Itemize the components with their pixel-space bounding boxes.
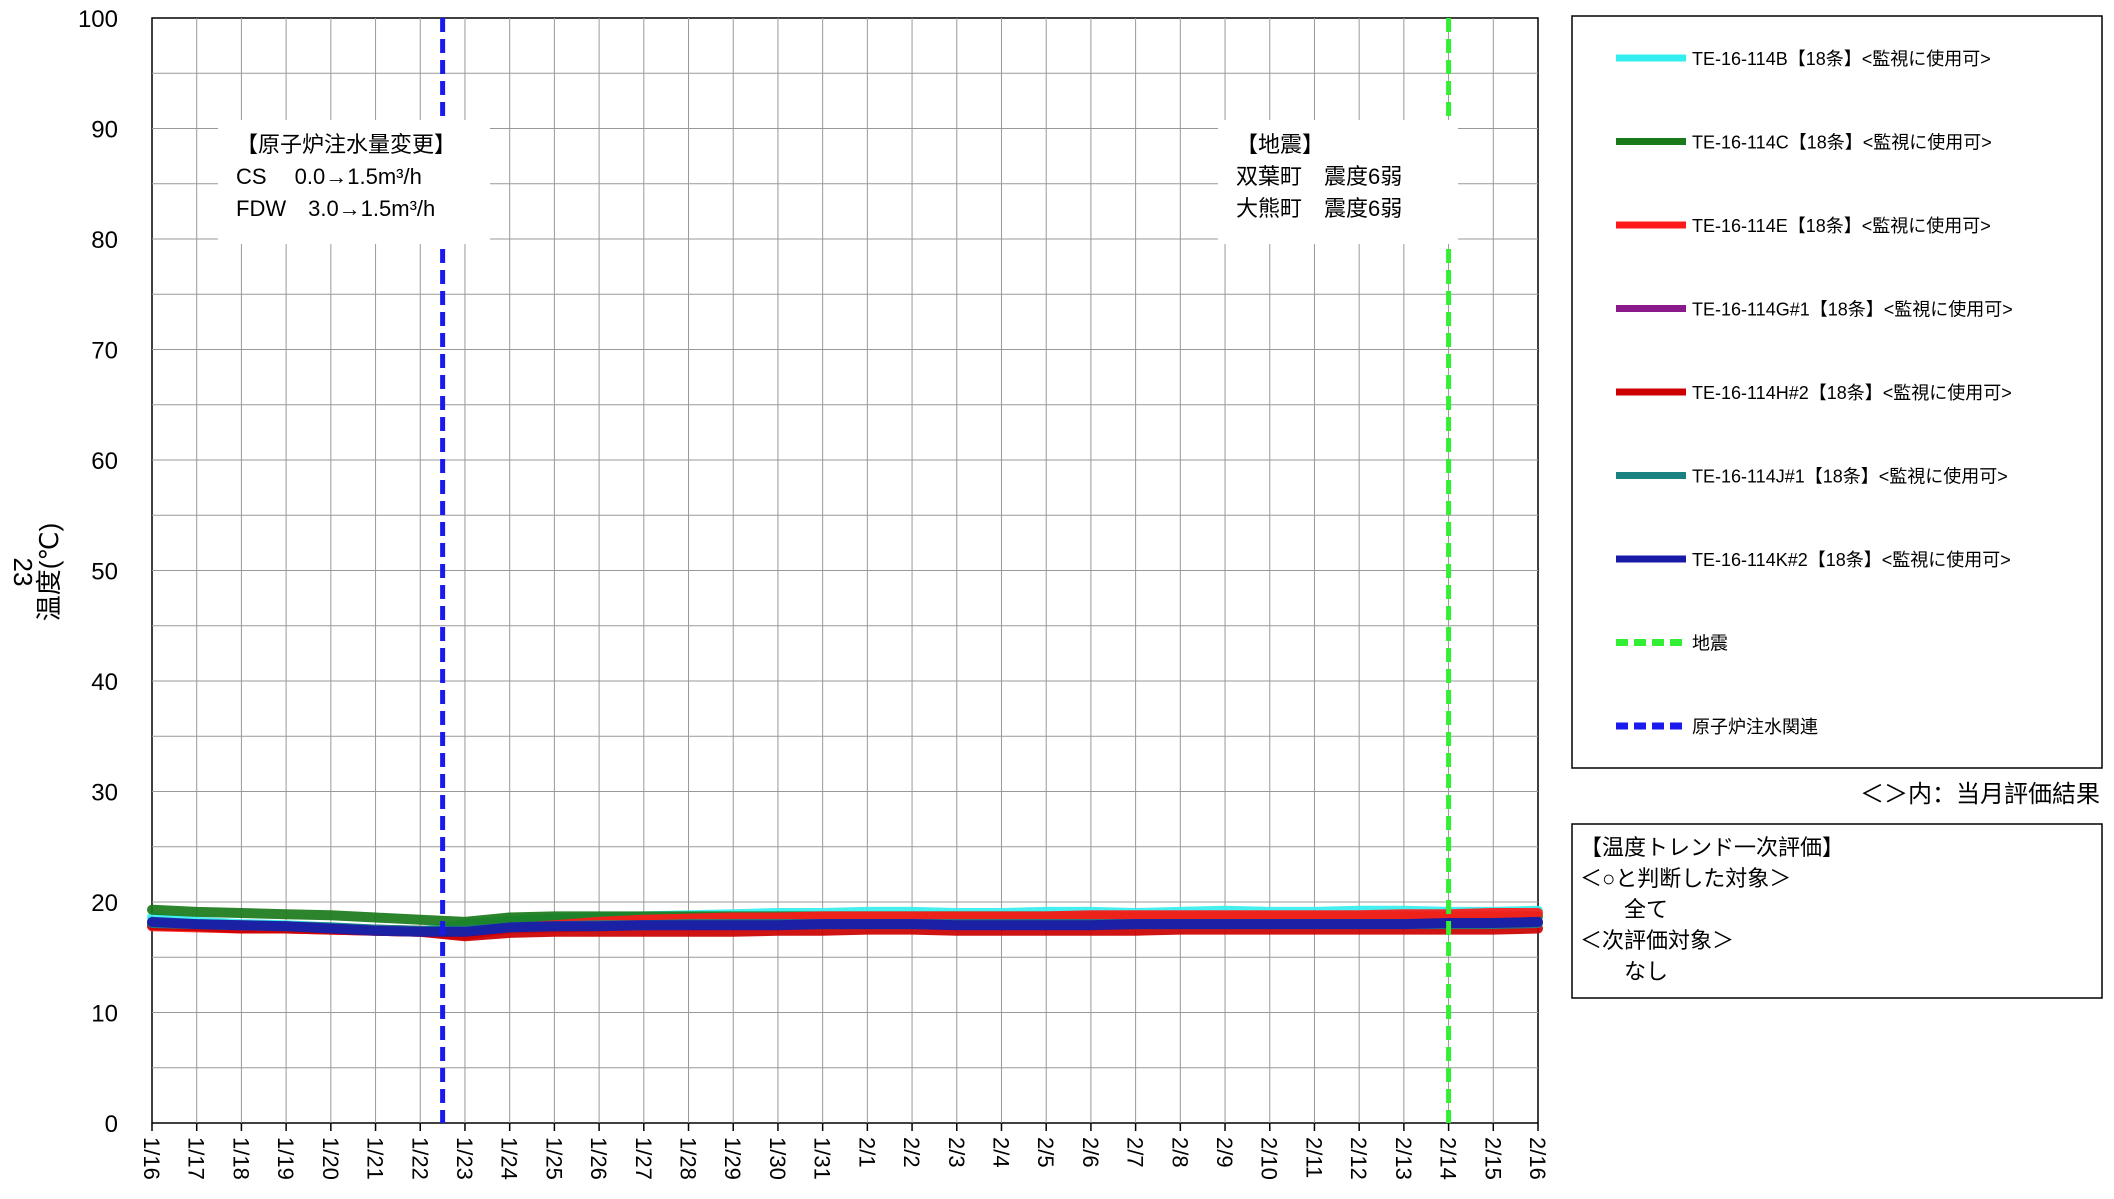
annotation-text: FDW 3.0→1.5m³/h: [236, 196, 435, 221]
x-tick-label: 2/4: [988, 1137, 1013, 1168]
legend-note: ＜＞内：当月評価結果: [1860, 781, 2100, 808]
x-tick-label: 1/24: [497, 1137, 522, 1180]
x-tick-label: 2/15: [1480, 1137, 1505, 1180]
evaluation-panel: 【温度トレンド一次評価】 ＜○と判断した対象＞ 全て ＜次評価対象＞ なし: [1571, 823, 2103, 999]
annotation-text: CS 0.0→1.5m³/h: [236, 164, 422, 189]
x-tick-label: 1/20: [318, 1137, 343, 1180]
x-tick-label: 1/17: [184, 1137, 209, 1180]
x-tick-label: 1/27: [631, 1137, 656, 1180]
evaluation-panel-text: ＜○と判断した対象＞: [1580, 866, 1791, 891]
x-tick-label: 1/28: [676, 1137, 701, 1180]
x-tick-label: 1/29: [720, 1137, 745, 1180]
y-axis-side-label: 23: [8, 558, 38, 587]
legend-label: 原子炉注水関連: [1692, 717, 1818, 737]
y-tick-label: 20: [91, 890, 118, 917]
x-tick-label: 1/21: [363, 1137, 388, 1180]
annotation-text: 双葉町 震度6弱: [1236, 164, 1402, 189]
x-tick-label: 2/10: [1257, 1137, 1282, 1180]
evaluation-panel-text: 【温度トレンド一次評価】: [1580, 835, 1844, 860]
x-tick-label: 1/18: [228, 1137, 253, 1180]
annotation-text: 【原子炉注水量変更】: [236, 132, 456, 157]
x-tick-label: 1/31: [810, 1137, 835, 1180]
axis-ticks: 0 10 20 30 40 50 60 70 80 90 100 1/16 1/17 1/18 1/19 1/…: [78, 6, 1550, 1180]
series-line: [147, 916, 1543, 937]
annotation-box: [218, 120, 490, 244]
annotations: 【原子炉注水量変更】 CS 0.0→1.5m³/h FDW 3.0→1.5m³/h 【…: [218, 120, 1458, 244]
legend-label: 地震: [1692, 634, 1728, 654]
y-tick-label: 60: [91, 448, 118, 475]
y-tick-label: 70: [91, 338, 118, 365]
annotation-text: 大熊町 震度6弱: [1236, 196, 1402, 221]
x-tick-label: 1/30: [765, 1137, 790, 1180]
x-tick-label: 1/16: [139, 1137, 164, 1180]
y-tick-label: 0: [105, 1111, 118, 1138]
evaluation-panel-text: 全て: [1580, 897, 1668, 922]
y-tick-label: 100: [78, 6, 118, 33]
annotation-box: [1218, 120, 1458, 244]
x-tick-label: 1/22: [407, 1137, 432, 1180]
legend-label: TE-16-114K#2【18条】<監視に使用可>: [1692, 550, 2011, 570]
legend-label: TE-16-114G#1【18条】<監視に使用可>: [1692, 300, 2013, 320]
legend-label: TE-16-114C【18条】<監視に使用可>: [1692, 133, 1992, 153]
x-tick-label: 2/6: [1078, 1137, 1103, 1168]
x-tick-label: 2/7: [1123, 1137, 1148, 1168]
y-tick-label: 50: [91, 559, 118, 586]
evaluation-panel-text: ＜次評価対象＞: [1580, 928, 1734, 953]
series-lines: [147, 904, 1543, 942]
y-axis-label: 温度(℃): [34, 523, 64, 622]
x-tick-label: 2/9: [1212, 1137, 1237, 1168]
x-tick-label: 2/1: [854, 1137, 879, 1168]
evaluation-panel-box: [1571, 823, 2103, 999]
x-tick-label: 2/3: [944, 1137, 969, 1168]
x-tick-label: 2/14: [1436, 1137, 1461, 1180]
y-tick-label: 90: [91, 117, 118, 144]
x-tick-label: 2/13: [1391, 1137, 1416, 1180]
event-lines: [440, 18, 1452, 1123]
x-tick-label: 2/2: [899, 1137, 924, 1168]
x-tick-label: 1/25: [541, 1137, 566, 1180]
x-tick-label: 2/12: [1346, 1137, 1371, 1180]
legend-label: TE-16-114J#1【18条】<監視に使用可>: [1692, 467, 2008, 487]
x-tick-label: 2/11: [1301, 1137, 1326, 1178]
legend-label: TE-16-114B【18条】<監視に使用可>: [1692, 49, 1991, 69]
x-tick-label: 2/5: [1033, 1137, 1058, 1168]
y-tick-label: 10: [91, 1001, 118, 1028]
legend-label: TE-16-114H#2【18条】<監視に使用可>: [1692, 383, 2012, 403]
evaluation-panel-text: なし: [1580, 959, 1668, 984]
x-tick-label: 2/16: [1525, 1137, 1550, 1180]
legend: TE-16-114B【18条】<監視に使用可> TE-16-114C【18条】<監…: [1571, 15, 2103, 769]
y-tick-label: 40: [91, 669, 118, 696]
x-tick-label: 1/26: [586, 1137, 611, 1180]
x-tick-label: 1/19: [273, 1137, 298, 1180]
x-tick-label: 1/23: [452, 1137, 477, 1180]
legend-label: TE-16-114E【18条】<監視に使用可>: [1692, 216, 1991, 236]
y-tick-label: 80: [91, 227, 118, 254]
annotation-text: 【地震】: [1236, 132, 1324, 157]
y-tick-label: 30: [91, 780, 118, 807]
x-tick-label: 2/8: [1167, 1137, 1192, 1168]
